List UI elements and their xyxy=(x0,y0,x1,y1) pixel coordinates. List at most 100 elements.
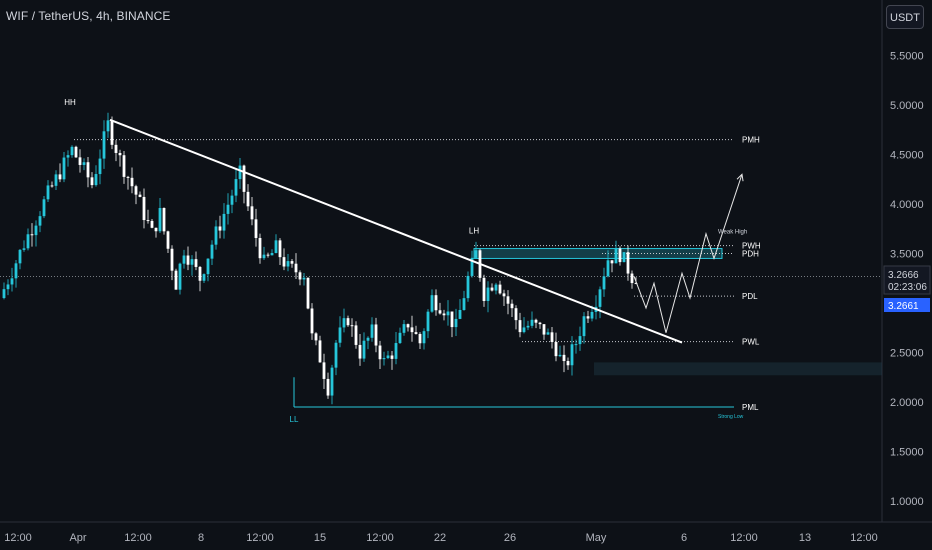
candle-body xyxy=(6,284,10,290)
candle-body xyxy=(362,340,366,359)
candle-body xyxy=(246,191,250,207)
candle-body xyxy=(602,276,606,290)
candle-body xyxy=(142,196,146,221)
candle-body xyxy=(410,327,414,333)
swing-label-lh: LH xyxy=(469,227,479,236)
candle-body xyxy=(454,318,458,328)
candle-body xyxy=(70,146,74,156)
candle-body xyxy=(130,177,134,187)
y-tick-label: 1.5000 xyxy=(890,447,924,459)
candle-body xyxy=(122,155,126,177)
candle-body xyxy=(110,120,114,145)
candle-body xyxy=(206,258,210,275)
candle-body xyxy=(590,311,594,319)
candle-body xyxy=(154,227,158,232)
candle-body xyxy=(94,174,98,186)
candle-body xyxy=(482,277,486,301)
candle-body xyxy=(290,261,294,264)
candle-body xyxy=(542,324,546,335)
time-scale[interactable]: 12:00 Apr 12:00 8 12:00 15 12:00 22 26 May 6 12:00 1… xyxy=(4,532,878,544)
candle-body xyxy=(126,176,130,178)
x-tick-label: 8 xyxy=(198,532,204,544)
candle-body xyxy=(538,322,542,325)
candle-body xyxy=(358,344,362,359)
candle-body xyxy=(566,361,570,366)
candle-body xyxy=(266,254,270,256)
candle-body xyxy=(218,226,222,231)
candle-body xyxy=(614,248,618,264)
strong-low-label: Strong Low xyxy=(718,414,744,420)
candle-body xyxy=(114,144,118,153)
candle-body xyxy=(618,248,622,263)
candle-body xyxy=(234,179,238,196)
x-tick-label: 13 xyxy=(799,532,811,544)
candle-body xyxy=(42,199,46,217)
y-tick-label: 4.0000 xyxy=(890,199,924,211)
candle-body xyxy=(86,162,90,178)
candle-body xyxy=(174,270,178,290)
candle-body xyxy=(254,219,258,238)
x-tick-label: 12:00 xyxy=(124,532,152,544)
candle-body xyxy=(74,146,78,158)
candle-body xyxy=(378,345,382,360)
candle-body xyxy=(430,295,434,312)
x-tick-label: 6 xyxy=(681,532,687,544)
candle-body xyxy=(546,332,550,335)
supply-zone xyxy=(473,248,723,259)
candle-body xyxy=(422,331,426,344)
candle-body xyxy=(402,324,406,333)
x-tick-label: 26 xyxy=(504,532,516,544)
candle-body xyxy=(222,213,226,231)
candle-body xyxy=(78,157,82,165)
x-tick-label: 12:00 xyxy=(4,532,32,544)
candle-body xyxy=(158,208,162,232)
candle-body xyxy=(570,344,574,366)
candle-body xyxy=(370,324,374,338)
candle-body xyxy=(326,378,330,396)
candle-body xyxy=(498,284,502,294)
candle-body xyxy=(258,237,262,259)
candle-body xyxy=(274,240,278,254)
last-price-bg xyxy=(883,265,931,295)
candle-body xyxy=(322,362,326,379)
y-tick-label: 2.0000 xyxy=(890,397,924,409)
candle-body xyxy=(634,283,638,285)
candle-body xyxy=(438,310,442,314)
level-label-pwh: PWH xyxy=(742,242,761,251)
level-label-pdl: PDL xyxy=(742,292,758,301)
candle-body xyxy=(186,255,190,265)
candle-body xyxy=(382,358,386,360)
last-price-value: 3.2666 xyxy=(888,270,919,281)
level-label-pwl: PWL xyxy=(742,338,760,347)
candle-body xyxy=(310,308,314,334)
level-label-pdh: PDH xyxy=(742,250,759,259)
candle-body xyxy=(306,277,310,309)
candle-body xyxy=(394,343,398,359)
candle-body xyxy=(62,157,66,180)
candle-body xyxy=(166,231,170,249)
candle-body xyxy=(34,225,38,236)
candles-layer xyxy=(2,112,638,405)
x-tick-label: 12:00 xyxy=(246,532,274,544)
candle-body xyxy=(346,318,350,326)
candle-body xyxy=(250,206,254,220)
candle-body xyxy=(530,319,534,326)
candle-body xyxy=(242,165,246,192)
candle-body xyxy=(314,333,318,341)
candle-body xyxy=(374,324,378,346)
price-marker-bg xyxy=(884,298,930,312)
currency-button[interactable]: USDT xyxy=(886,5,924,29)
y-tick-label: 1.0000 xyxy=(890,496,924,508)
candle-body xyxy=(522,327,526,333)
candle-body xyxy=(270,253,274,256)
forecast-path xyxy=(633,174,743,333)
level-label-pml: PML xyxy=(742,403,759,412)
candle-body xyxy=(526,325,530,328)
candle-body xyxy=(50,185,54,187)
candle-body xyxy=(486,287,490,301)
swing-label-hh: HH xyxy=(64,98,76,107)
candle-body xyxy=(330,367,334,396)
candle-body xyxy=(626,252,630,274)
candle-body xyxy=(554,341,558,357)
